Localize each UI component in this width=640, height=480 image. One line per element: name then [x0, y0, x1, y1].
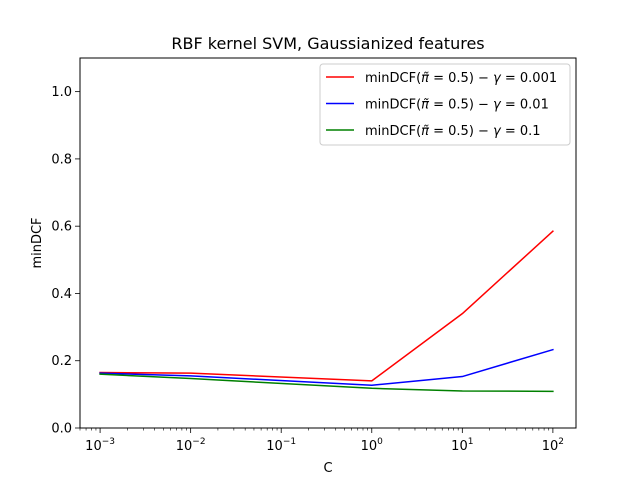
x-tick-label: 102 — [542, 437, 564, 454]
series-group — [99, 230, 554, 393]
x-tick-label: 100 — [361, 437, 384, 454]
y-tick-label: 1.0 — [51, 85, 72, 100]
legend-box — [319, 63, 571, 146]
x-tick-label: 10−2 — [176, 437, 206, 454]
legend-label-3: minDCF(π̃ = 0.5) − γ = 0.1 — [365, 124, 541, 139]
series-line-1 — [99, 230, 554, 382]
x-axis: 10−3 10−2 10−1 100 101 102 — [79, 428, 564, 454]
y-axis-label: minDCF — [30, 217, 45, 268]
y-tick-label: 0.0 — [51, 422, 72, 437]
x-tick-label: 101 — [451, 437, 473, 454]
legend-label-2: minDCF(π̃ = 0.5) − γ = 0.01 — [365, 98, 549, 113]
x-tick-label: 10−1 — [266, 437, 296, 454]
y-tick-label: 0.6 — [51, 220, 72, 235]
series-line-3 — [99, 373, 554, 393]
y-axis: 0.0 0.2 0.4 0.6 0.8 1.0 — [51, 85, 80, 437]
y-tick-label: 0.8 — [51, 152, 72, 167]
y-tick-label: 0.4 — [51, 287, 72, 302]
legend-label-1: minDCF(π̃ = 0.5) − γ = 0.001 — [365, 71, 557, 86]
axes-frame — [79, 57, 577, 429]
chart-title: RBF kernel SVM, Gaussianized features — [171, 34, 484, 53]
y-tick-label: 0.2 — [51, 354, 72, 369]
series-line-2 — [99, 348, 554, 387]
legend: minDCF(π̃ = 0.5) − γ = 0.001 minDCF(π̃ = … — [319, 63, 571, 146]
x-tick-label: 10−3 — [85, 437, 115, 454]
x-axis-label: C — [323, 461, 332, 476]
